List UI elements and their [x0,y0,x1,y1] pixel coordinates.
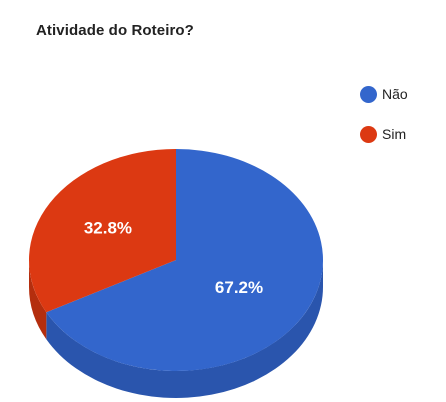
legend-swatch-sim [360,125,377,143]
legend-item-sim[interactable]: Sim [360,124,408,144]
legend-label-sim: Sim [382,126,407,142]
chart-title: Atividade do Roteiro? [36,22,194,39]
legend-label-nao: Não [382,86,408,102]
pie-slice-side-sim [28,260,47,340]
pie-label-nao: 67.2% [215,278,263,297]
legend: Não Sim [360,84,408,164]
pie-slice-sim[interactable] [28,149,176,313]
pie-slice-nao[interactable] [46,149,323,371]
pie-label-sim: 32.8% [84,219,132,238]
legend-item-nao[interactable]: Não [360,84,408,104]
legend-swatch-nao [360,85,377,103]
pie-slice-side-nao [46,260,323,399]
